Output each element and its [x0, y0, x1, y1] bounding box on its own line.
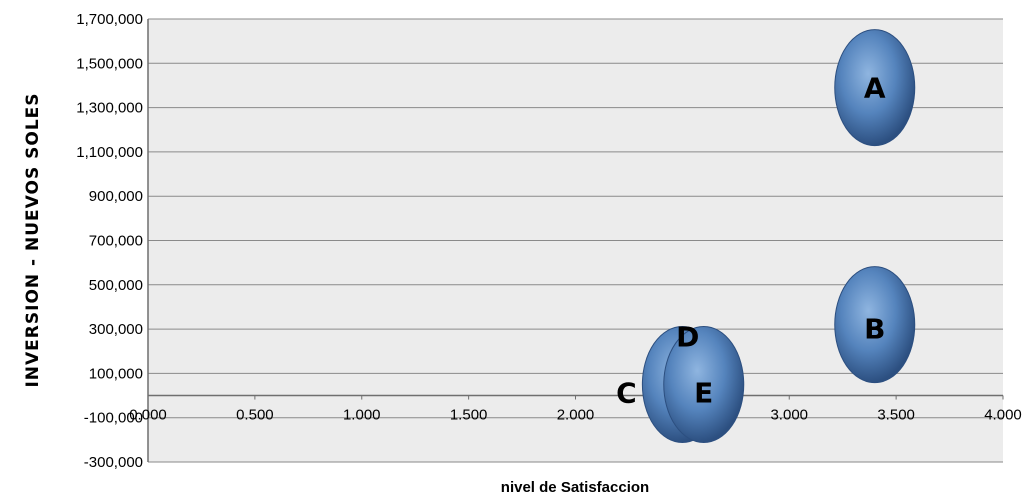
x-tick-label: 3.000	[770, 407, 808, 424]
x-tick-label: 1.500	[450, 407, 488, 424]
bubble-label-d: D	[676, 320, 699, 353]
y-tick-label: 500,000	[89, 277, 143, 294]
y-tick-label: 1,300,000	[76, 100, 143, 117]
y-tick-label: 1,700,000	[76, 11, 143, 28]
x-tick-label: 0.000	[129, 407, 167, 424]
x-tick-label: 3.500	[877, 407, 915, 424]
x-axis-label: nivel de Satisfaccion	[501, 479, 649, 496]
bubbles: A B C DE	[616, 29, 916, 443]
bubble-b	[834, 266, 916, 384]
y-tick-label: 700,000	[89, 233, 143, 250]
y-tick-label: -100,000	[84, 410, 143, 427]
x-tick-label: 2.000	[557, 407, 595, 424]
bubble-label-c: C	[616, 376, 637, 409]
y-tick-label: 900,000	[89, 188, 143, 205]
bubble-label-e: E	[694, 376, 713, 409]
bubble-label-a: A	[864, 72, 886, 105]
y-tick-label: 300,000	[89, 321, 143, 338]
y-axis-ticks: -300,000 -100,000 100,000 300,000 500,000 700…	[76, 11, 143, 471]
y-tick-label: 1,500,000	[76, 55, 143, 72]
bubble-e	[663, 325, 745, 443]
x-tick-label: 1.000	[343, 407, 381, 424]
y-tick-label: 1,100,000	[76, 144, 143, 161]
x-tick-label: 4.000	[984, 407, 1022, 424]
y-tick-label: 100,000	[89, 365, 143, 382]
bubble-label-b: B	[864, 313, 885, 346]
y-axis-label: INVERSION - NUEVOS SOLES	[23, 92, 43, 387]
x-tick-label: 0.500	[236, 407, 274, 424]
y-tick-label: -300,000	[84, 454, 143, 471]
bubble-a	[834, 29, 916, 147]
